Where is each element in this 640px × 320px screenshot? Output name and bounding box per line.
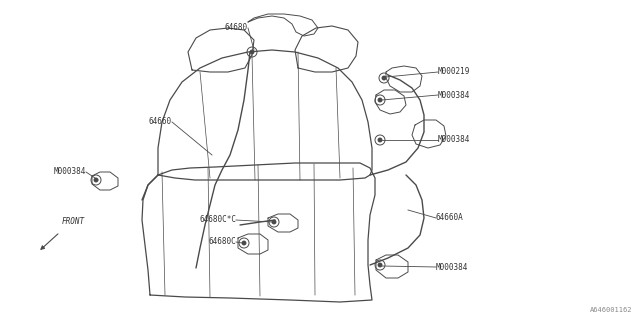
Circle shape [378,263,381,267]
Circle shape [243,241,246,245]
Text: FRONT: FRONT [62,218,85,227]
Text: M000384: M000384 [54,167,86,177]
Text: M000219: M000219 [438,68,470,76]
Text: M000384: M000384 [438,91,470,100]
Text: 64680C: 64680C [208,237,236,246]
Text: 64680C*C: 64680C*C [199,215,236,225]
Text: 64660: 64660 [149,117,172,126]
Circle shape [378,138,381,142]
Text: M000384: M000384 [438,135,470,145]
Circle shape [378,98,381,102]
Text: M000384: M000384 [436,262,468,271]
Text: 64680: 64680 [225,23,248,33]
Text: A646001162: A646001162 [589,307,632,313]
Circle shape [250,50,253,54]
Circle shape [382,76,386,80]
Text: 64660A: 64660A [436,213,464,222]
Circle shape [94,178,98,182]
Circle shape [272,220,276,224]
